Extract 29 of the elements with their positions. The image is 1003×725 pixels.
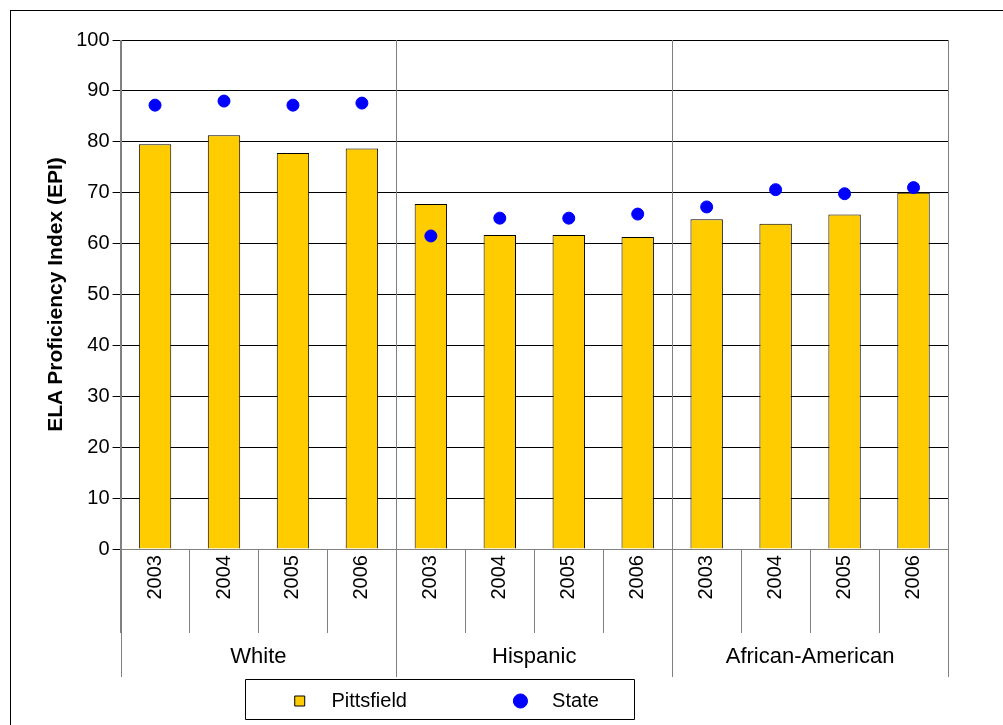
x-tick-label: 2004: [763, 555, 786, 600]
x-tick-label: 2005: [832, 555, 855, 600]
x-tick-label: 2005: [280, 555, 303, 600]
y-tick-label: 80: [87, 129, 110, 152]
x-tick-label: 2005: [556, 555, 579, 600]
legend-label: State: [535, 688, 694, 711]
x-tick-label: 2006: [901, 555, 924, 600]
y-tick-label: 40: [87, 332, 110, 355]
y-tick-label: 60: [87, 231, 110, 254]
y-tick-label: 70: [87, 180, 110, 203]
x-tick-label: 2006: [625, 555, 648, 600]
y-tick-label: 90: [87, 78, 110, 101]
x-tick-label: 2003: [142, 555, 165, 600]
x-tick-label: 2004: [487, 555, 510, 600]
x-tick-label: 2003: [694, 555, 717, 600]
x-tick-label: 2003: [418, 555, 441, 600]
y-tick-label: 0: [98, 536, 110, 559]
y-tick-label: 50: [87, 282, 110, 305]
text: White: [230, 643, 287, 669]
text: African-American: [725, 643, 895, 669]
text: Hispanic: [492, 643, 577, 669]
legend-label: Pittsfield: [314, 688, 502, 711]
y-axis-title: ELA Proficiency Index (EPI): [43, 157, 67, 432]
y-tick-label: 10: [87, 485, 110, 508]
x-tick-label: 2006: [349, 555, 372, 600]
y-tick-label: 100: [76, 27, 110, 50]
x-tick-label: 2004: [211, 555, 234, 600]
y-tick-label: 30: [87, 383, 110, 406]
y-tick-label: 20: [87, 434, 110, 457]
